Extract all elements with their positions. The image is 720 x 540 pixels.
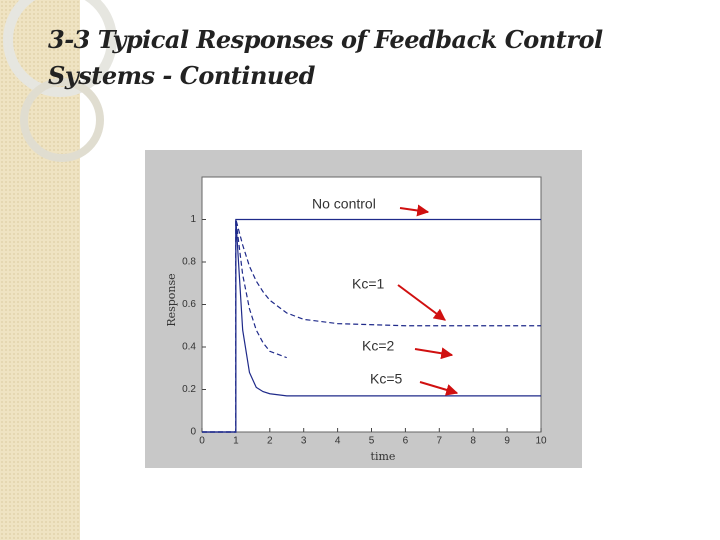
y-axis-label: Response: [165, 273, 178, 326]
y-tick-label: 1: [190, 214, 196, 225]
line-series: [202, 218, 541, 433]
annotation: Kc=1: [352, 276, 385, 292]
decor-ring: [3, 0, 117, 97]
annotation: No control: [312, 196, 376, 212]
x-tick-label: 8: [470, 436, 476, 447]
line-series: [202, 219, 541, 433]
decor-ring: [20, 78, 104, 162]
y-tick-label: 0.6: [182, 299, 196, 310]
line-series: [202, 219, 541, 433]
x-tick-label: 7: [437, 436, 443, 447]
annotation-arrow: [419, 381, 459, 396]
x-tick-label: 10: [535, 436, 547, 447]
x-tick-label: 9: [504, 436, 510, 447]
slide-title: 3-3 Typical Responses of Feedback Contro…: [48, 25, 603, 90]
y-tick-label: 0.2: [182, 384, 196, 395]
annotation: Kc=2: [362, 338, 395, 354]
x-tick-label: 3: [301, 436, 307, 447]
x-tick-label: 0: [199, 436, 205, 447]
annotation-arrow: [414, 347, 454, 360]
y-tick-label: 0.8: [182, 257, 196, 268]
x-tick-label: 2: [267, 436, 273, 447]
y-tick-label: 0: [190, 427, 196, 438]
x-tick-label: 6: [403, 436, 409, 447]
x-axis-label: time: [371, 450, 396, 463]
annotation-arrow: [397, 284, 446, 321]
annotation-arrow: [399, 204, 430, 217]
x-tick-label: 5: [369, 436, 375, 447]
x-tick-label: 1: [233, 436, 239, 447]
y-tick-label: 0.4: [182, 342, 196, 353]
x-tick-label: 4: [335, 436, 341, 447]
annotation: Kc=5: [370, 371, 403, 387]
plot-area: [201, 176, 542, 433]
